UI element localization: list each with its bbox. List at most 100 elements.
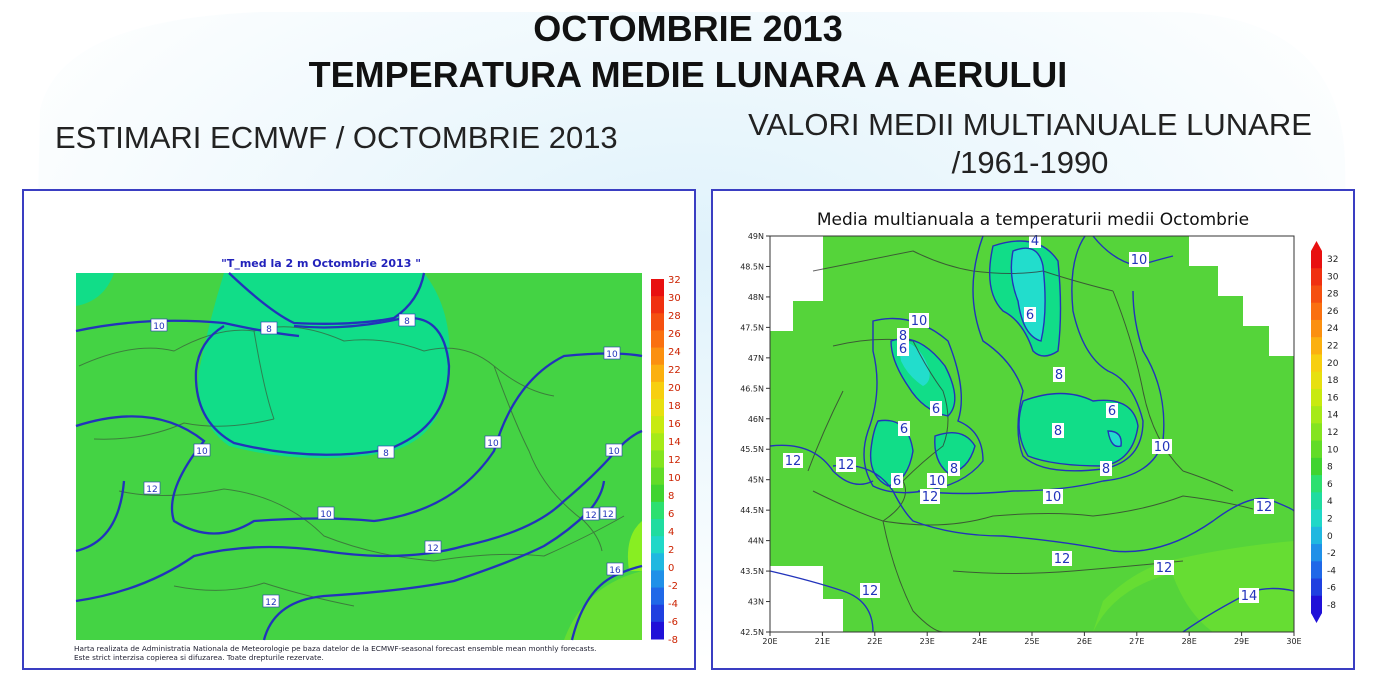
ecmwf-colorbar-swatch bbox=[651, 313, 664, 331]
ecmwf-map-title: "T_med la 2 m Octombrie 2013 " bbox=[221, 257, 421, 270]
ecmwf-contour-label-box bbox=[582, 507, 600, 521]
multiannual-contour-label-box bbox=[1052, 551, 1072, 566]
multiannual-contour-label-box bbox=[897, 328, 909, 343]
multiannual-x-tick-label: 22E bbox=[867, 637, 882, 646]
multiannual-colorbar-tick-label: 30 bbox=[1327, 272, 1339, 282]
multiannual-contour-label: 8 bbox=[950, 462, 958, 477]
multiannual-colorbar-swatch bbox=[1311, 319, 1322, 338]
ecmwf-contour-label-box bbox=[606, 562, 624, 576]
multiannual-y-tick-label: 46N bbox=[748, 415, 764, 424]
multiannual-contour-label: 12 bbox=[838, 458, 855, 473]
ecmwf-colorbar-tick-label: -6 bbox=[668, 617, 678, 628]
ecmwf-colorbar-swatch bbox=[651, 553, 664, 571]
ecmwf-contour-label: 12 bbox=[602, 510, 613, 520]
multiannual-x-tick-label: 23E bbox=[920, 637, 935, 646]
ecmwf-forecast-map: "T_med la 2 m Octombrie 2013 " bbox=[75, 257, 681, 646]
multiannual-contour-label: 6 bbox=[1026, 308, 1034, 323]
ecmwf-colorbar-tick-label: 6 bbox=[668, 509, 674, 520]
multiannual-colorbar-tick-label: -2 bbox=[1327, 549, 1336, 559]
ecmwf-colorbar-tick-label: -2 bbox=[668, 581, 678, 592]
multiannual-x-tick-label: 30E bbox=[1286, 637, 1301, 646]
multiannual-contour-label-box bbox=[920, 489, 940, 504]
ecmwf-colorbar-swatch bbox=[651, 519, 664, 537]
ecmwf-contour-label-box bbox=[150, 318, 168, 332]
ecmwf-colorbar-tick-label: 18 bbox=[668, 401, 681, 412]
multiannual-colorbar-tick-label: 28 bbox=[1327, 290, 1339, 300]
multiannual-contour-label-box bbox=[1129, 252, 1149, 267]
multiannual-colorbar-swatch bbox=[1311, 302, 1322, 321]
ecmwf-contour-label: 10 bbox=[196, 447, 208, 457]
ecmwf-contour-label: 10 bbox=[487, 439, 499, 449]
ecmwf-colorbar-swatch bbox=[651, 467, 664, 486]
ecmwf-colorbar-tick-label: 24 bbox=[668, 347, 681, 358]
ecmwf-colorbar-swatch bbox=[651, 536, 664, 554]
multiannual-y-tick-label: 47N bbox=[748, 354, 764, 363]
multiannual-x-tick-label: 21E bbox=[815, 637, 830, 646]
multiannual-colorbar-swatch bbox=[1311, 388, 1322, 407]
ecmwf-colorbar-swatch bbox=[651, 604, 664, 623]
multiannual-colorbar-swatch bbox=[1311, 268, 1322, 286]
ecmwf-contour-label: 10 bbox=[153, 322, 165, 332]
subtitle-right-line1: VALORI MEDII MULTIANUALE LUNARE bbox=[748, 107, 1312, 142]
page-title-month: OCTOMBRIE 2013 bbox=[533, 8, 843, 49]
multiannual-contour-label: 6 bbox=[1108, 404, 1116, 419]
multiannual-contour-label-box bbox=[1239, 588, 1259, 603]
multiannual-plot-frame bbox=[769, 235, 1295, 633]
multiannual-contour-label: 10 bbox=[911, 314, 928, 329]
multiannual-y-tick-label: 49N bbox=[748, 232, 764, 241]
multiannual-colorbar-swatch bbox=[1311, 406, 1322, 424]
multiannual-contour-label-box bbox=[1106, 403, 1118, 418]
multiannual-colorbar-tick-label: 4 bbox=[1327, 497, 1333, 507]
multiannual-colorbar-tick-label: 8 bbox=[1327, 463, 1333, 473]
ecmwf-colorbar-tick-label: 14 bbox=[668, 437, 681, 448]
ecmwf-colorbar-tick-label: 26 bbox=[668, 329, 681, 340]
multiannual-x-tick-label: 26E bbox=[1077, 637, 1092, 646]
ecmwf-contour-label-box bbox=[317, 506, 335, 520]
ecmwf-colorbar-swatch bbox=[651, 381, 664, 400]
multiannual-y-tick-label: 42.5N bbox=[740, 628, 764, 637]
ecmwf-colorbar-swatch bbox=[651, 433, 664, 451]
multiannual-contour-label-box bbox=[1254, 499, 1274, 514]
multiannual-contour-label-box bbox=[1154, 560, 1174, 575]
multiannual-contour-label: 12 bbox=[1054, 552, 1071, 567]
subtitle-left: ESTIMARI ECMWF / OCTOMBRIE 2013 bbox=[55, 120, 618, 155]
multiannual-colorbar-swatch bbox=[1311, 509, 1322, 528]
ecmwf-contour-label: 8 bbox=[266, 325, 272, 335]
multiannual-colorbar-tick-label: 14 bbox=[1327, 411, 1339, 421]
multiannual-contour-label-box bbox=[783, 453, 803, 468]
multiannual-x-tick-label: 28E bbox=[1182, 637, 1197, 646]
ecmwf-colorbar-swatch bbox=[651, 279, 664, 297]
ecmwf-contour-label: 16 bbox=[609, 566, 621, 576]
ecmwf-contour-label-box bbox=[605, 443, 623, 457]
multiannual-colorbar-tick-label: 0 bbox=[1327, 532, 1333, 542]
ecmwf-contour-label-box bbox=[484, 435, 502, 449]
multiannual-colorbar-tick-label: 22 bbox=[1327, 342, 1338, 352]
ecmwf-contour-label: 12 bbox=[265, 598, 276, 608]
multiannual-colorbar-swatch bbox=[1311, 492, 1322, 511]
ecmwf-colorbar-swatch bbox=[651, 621, 664, 640]
ecmwf-colorbar-tick-label: 20 bbox=[668, 383, 681, 394]
ecmwf-colorbar-swatch bbox=[651, 296, 664, 314]
multiannual-contour-label-box bbox=[927, 473, 947, 488]
multiannual-contour-label: 8 bbox=[1054, 424, 1062, 439]
multiannual-colorbar-tick-label: 20 bbox=[1327, 359, 1339, 369]
multiannual-y-tick-label: 44.5N bbox=[740, 506, 764, 515]
ecmwf-colorbar-swatch bbox=[651, 364, 664, 383]
multiannual-colorbar-swatch bbox=[1311, 354, 1322, 373]
ecmwf-contour-label: 8 bbox=[383, 449, 389, 459]
ecmwf-contour-label-box bbox=[398, 313, 416, 327]
multiannual-colorbar-swatch bbox=[1311, 440, 1322, 459]
ecmwf-contour-label-box bbox=[603, 346, 621, 360]
page-title-topic: TEMPERATURA MEDIE LUNARA A AERULUI bbox=[308, 54, 1068, 95]
multiannual-contour-label: 6 bbox=[932, 402, 940, 417]
multiannual-contour-label: 6 bbox=[900, 422, 908, 437]
multiannual-colorbar-tick-label: 24 bbox=[1327, 324, 1339, 334]
multiannual-contour-label-box bbox=[948, 461, 960, 476]
ecmwf-contour-label-group: 10 8 8 10 10 8 10 10 12 12 10 12 12 16 12 bbox=[143, 313, 624, 608]
multiannual-colorbar-tick-label: -6 bbox=[1327, 584, 1336, 594]
multiannual-colorbar-tick-label: 6 bbox=[1327, 480, 1333, 490]
multiannual-y-tick-label: 45.5N bbox=[740, 445, 764, 454]
ecmwf-colorbar-swatch bbox=[651, 587, 664, 606]
